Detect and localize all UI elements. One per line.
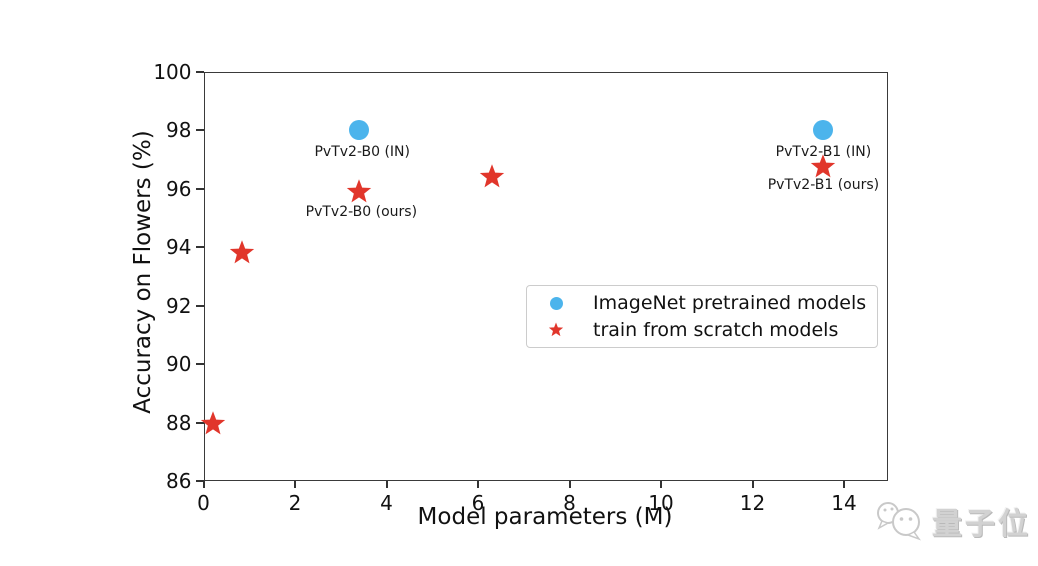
y-tick-label: 90 [166, 352, 192, 377]
data-point-circle [349, 120, 370, 141]
x-tick-label: 8 [563, 491, 576, 515]
x-tick-label: 12 [739, 491, 766, 515]
x-tick [751, 481, 754, 488]
watermark-logo-icon [874, 498, 926, 544]
x-tick-label: 10 [648, 491, 674, 515]
legend-item: ImageNet pretrained models [541, 290, 877, 317]
y-tick [195, 246, 204, 249]
x-tick-label: 14 [831, 491, 857, 515]
x-tick [477, 481, 479, 488]
legend-item-label: ImageNet pretrained models [593, 292, 867, 314]
y-tick-label: 100 [153, 60, 192, 84]
x-axis-label: Model parameters (M) [417, 504, 673, 530]
y-tick [195, 129, 204, 132]
x-tick [660, 481, 663, 488]
data-point-star [478, 163, 506, 191]
y-tick-label: 96 [166, 176, 192, 201]
x-tick-label: 0 [197, 491, 210, 515]
data-point-star [809, 153, 837, 181]
plot-area [203, 72, 888, 481]
annotation-label: PvTv2-B1 (ours) [767, 177, 880, 194]
y-tick-label: 98 [166, 118, 192, 143]
data-point-circle [813, 120, 834, 141]
legend-marker-circle-icon [541, 296, 571, 310]
x-tick-label: 4 [380, 491, 393, 515]
x-tick [294, 481, 296, 488]
x-tick-label: 2 [288, 491, 302, 515]
y-tick-label: 88 [166, 410, 192, 435]
x-tick [202, 481, 205, 488]
data-point-star [345, 178, 373, 206]
legend: ImageNet pretrained models train from scr… [526, 285, 878, 348]
watermark: 量子位 [874, 498, 1031, 544]
y-tick [195, 363, 204, 366]
legend-item-label: train from scratch models [593, 319, 839, 341]
y-tick [195, 187, 204, 190]
x-tick [568, 481, 571, 488]
y-tick [195, 421, 204, 424]
data-point-star [199, 410, 227, 438]
legend-rows: ImageNet pretrained models train from scr… [541, 290, 877, 344]
x-tick [843, 481, 846, 488]
y-tick-label: 94 [166, 235, 192, 260]
watermark-text: 量子位 [932, 507, 1031, 542]
data-point-star [228, 239, 256, 267]
y-tick [195, 304, 204, 307]
y-tick [195, 71, 204, 73]
y-tick [195, 480, 204, 482]
annotation-label: PvTv2-B0 (ours) [305, 203, 418, 220]
y-axis-label: Accuracy on Flowers (%) [130, 130, 156, 414]
legend-marker-star-icon [541, 322, 571, 338]
annotation-label: PvTv2-B0 (IN) [314, 143, 410, 160]
x-tick [385, 481, 388, 488]
annotation-label: PvTv2-B1 (IN) [775, 143, 872, 160]
y-tick-label: 92 [166, 293, 192, 318]
x-tick-label: 6 [471, 491, 485, 515]
legend-item: train from scratch models [541, 317, 877, 344]
y-tick-label: 86 [166, 469, 192, 493]
